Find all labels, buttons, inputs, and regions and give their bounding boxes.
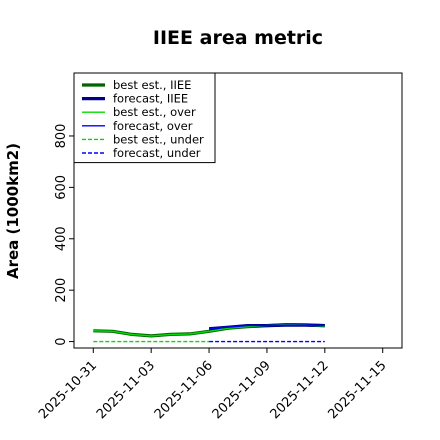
legend-entry-label: best est., under xyxy=(113,132,204,146)
legend-box xyxy=(73,72,216,164)
legend-entry-label: forecast, IIEE xyxy=(113,92,188,106)
series-line-3 xyxy=(209,324,325,330)
chart-title: IIEE area metric xyxy=(153,27,323,49)
y-tick-label: 0 xyxy=(54,337,69,345)
y-tick-label: 600 xyxy=(54,175,69,200)
x-tick-label: 2025-11-12 xyxy=(268,358,332,422)
y-axis-label: Area (1000km2) xyxy=(4,143,22,279)
legend-entry-label: forecast, over xyxy=(113,119,193,133)
y-tick-label: 400 xyxy=(54,226,69,251)
x-tick-label: 2025-10-31 xyxy=(36,358,100,422)
series-layer xyxy=(93,323,325,343)
y-tick-label: 800 xyxy=(54,124,69,149)
x-tick-label: 2025-11-06 xyxy=(152,358,216,422)
y-axis: 0 200 400 600 800 xyxy=(54,124,74,346)
x-tick-label: 2025-11-15 xyxy=(325,358,389,422)
x-axis: 2025-10-312025-11-032025-11-062025-11-09… xyxy=(36,348,390,422)
y-tick-label: 200 xyxy=(54,278,69,303)
legend-entry-label: best est., IIEE xyxy=(113,78,191,92)
x-tick-label: 2025-11-03 xyxy=(94,358,158,422)
x-tick-label: 2025-11-09 xyxy=(210,358,274,422)
legend-entry-label: best est., over xyxy=(113,105,196,119)
plot-frame xyxy=(73,72,403,349)
legend-entry-label: forecast, under xyxy=(113,146,201,160)
